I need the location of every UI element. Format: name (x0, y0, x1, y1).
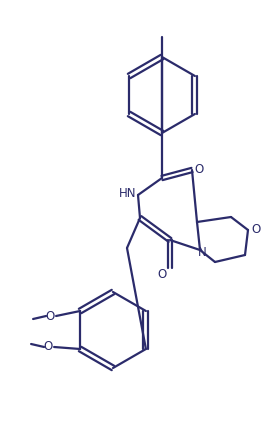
Text: O: O (194, 162, 203, 176)
Text: O: O (157, 267, 167, 280)
Text: O: O (43, 341, 53, 354)
Text: O: O (251, 222, 261, 236)
Text: O: O (46, 310, 55, 322)
Text: N: N (198, 247, 206, 259)
Text: HN: HN (119, 187, 137, 200)
